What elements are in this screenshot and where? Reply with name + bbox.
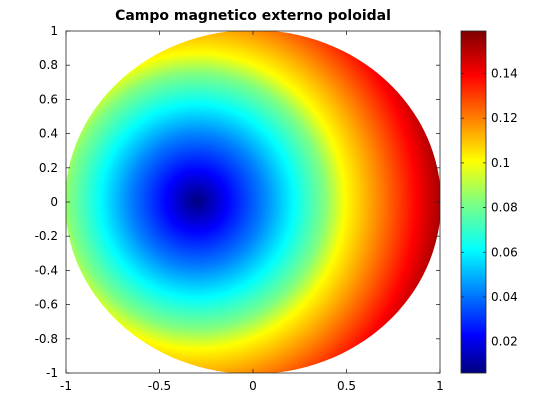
colorbar: 0.02 0.04 0.06 0.08 0.1 0.12 0.14 [460,30,518,374]
y-tick-label: -0.2 [35,229,58,243]
colorbar-gradient [460,30,487,374]
x-tick-label: -0.5 [148,379,171,393]
y-tick-label: -0.4 [35,263,58,277]
colorbar-tick-label: 0.12 [491,111,518,125]
y-tick-label: -0.8 [35,332,58,346]
colorbar-tick-label: 0.06 [491,245,518,259]
colorbar-tick-label: 0.14 [491,66,518,80]
y-tick-label: 0.8 [39,58,58,72]
plot-area: -1 -0.5 0 0.5 1 1 0.8 0.6 0.4 0.2 0 -0.2 -0.4 -0.6 -0… [35,24,444,393]
y-tick-label: 0.6 [39,92,58,106]
x-tick-label: 1 [436,379,444,393]
x-tick-label: 0 [249,379,257,393]
colorbar-tick-label: 0.02 [491,335,518,349]
y-axis-ticks: 1 0.8 0.6 0.4 0.2 0 -0.2 -0.4 -0.6 -0.8 -1 [35,24,440,380]
x-axis-ticks: -1 -0.5 0 0.5 1 [60,31,444,393]
colorbar-tick-label: 0.04 [491,290,518,304]
colorbar-ticks: 0.02 0.04 0.06 0.08 0.1 0.12 0.14 [461,66,518,349]
y-tick-label: -0.6 [35,298,58,312]
chart-title: Campo magnetico externo poloidal [115,8,391,24]
colorbar-tick-label: 0.1 [491,156,510,170]
y-tick-label: -1 [46,366,58,380]
y-tick-label: 0.2 [39,161,58,175]
y-tick-label: 1 [50,24,58,38]
x-tick-label: -1 [60,379,72,393]
x-tick-label: 0.5 [337,379,356,393]
y-tick-label: 0 [50,195,58,209]
colorbar-tick-label: 0.08 [491,201,518,215]
y-tick-label: 0.4 [39,127,58,141]
field-disk [66,31,440,373]
